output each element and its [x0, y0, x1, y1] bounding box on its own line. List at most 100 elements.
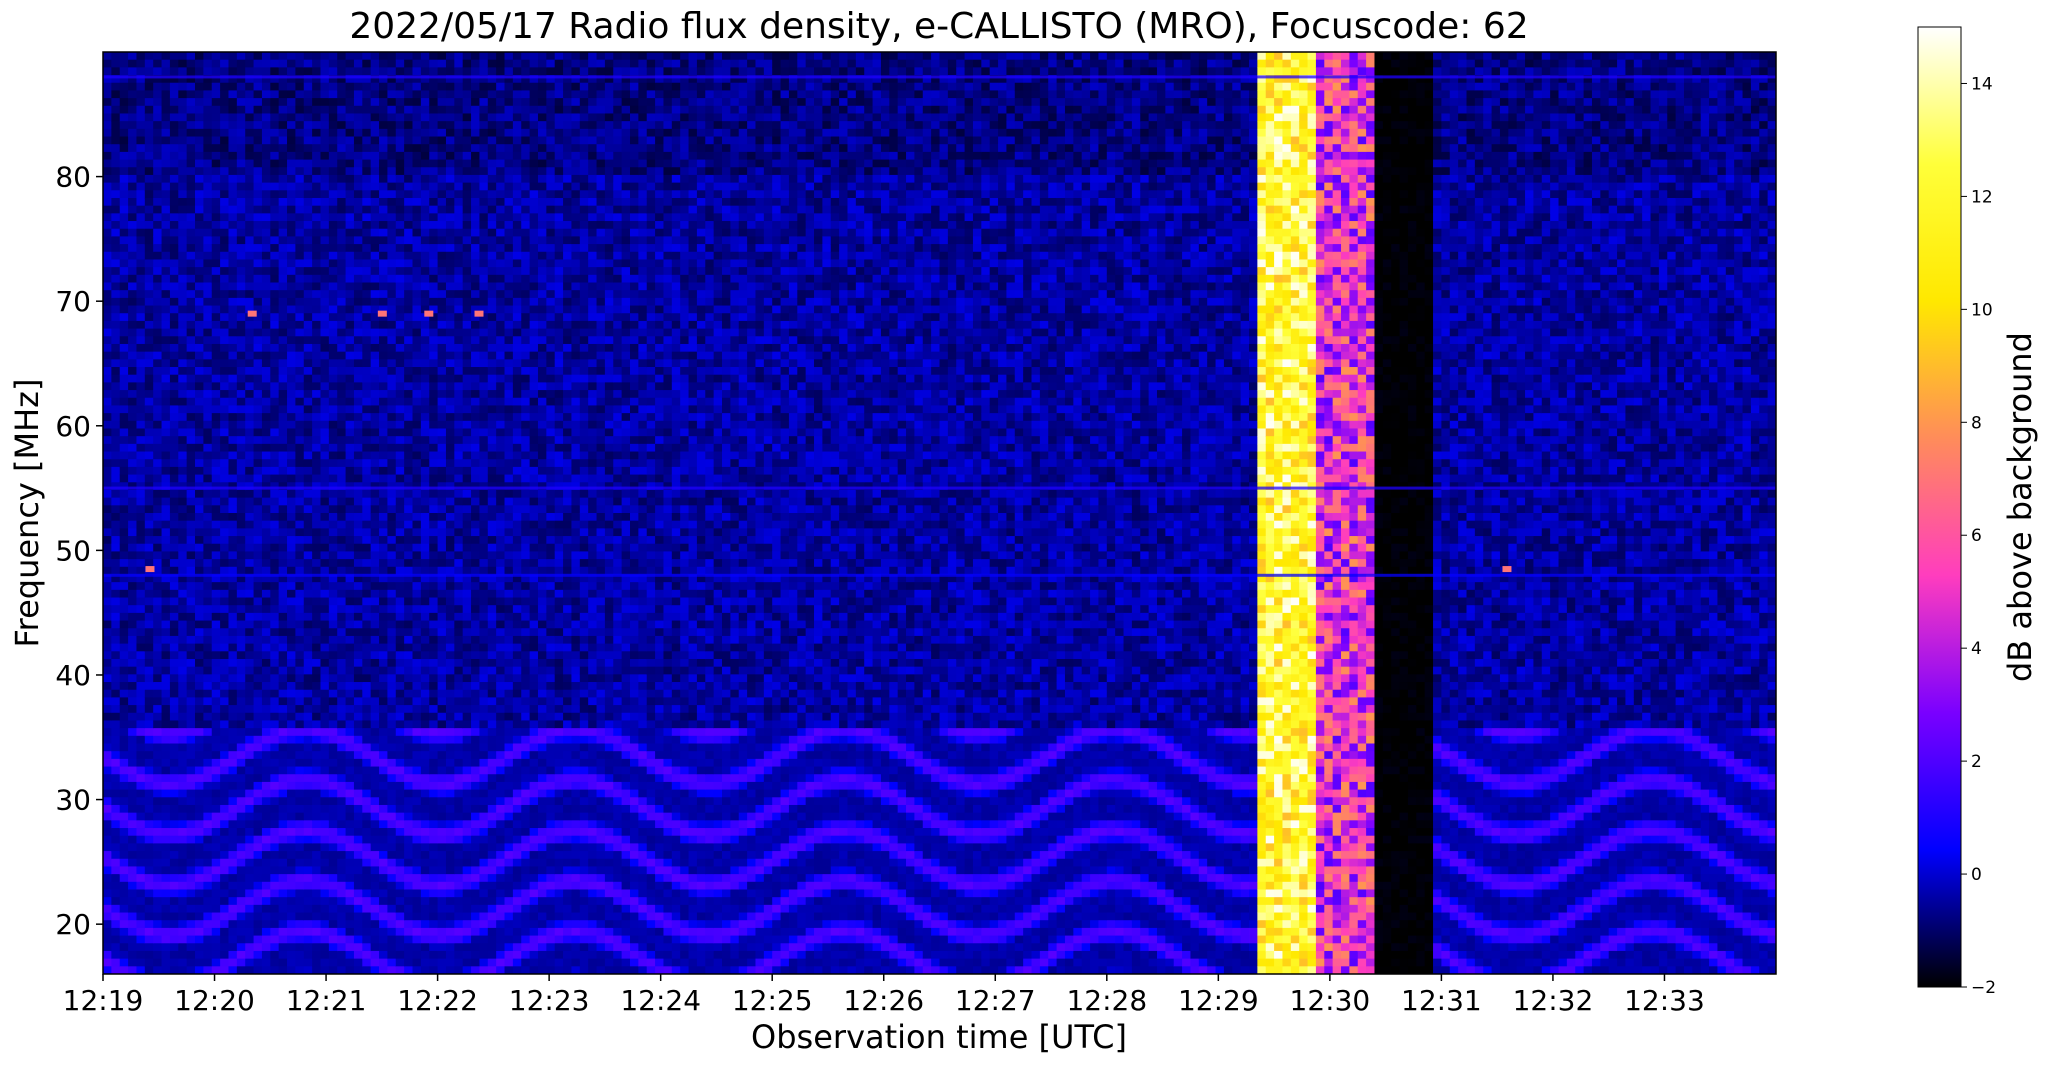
spectrogram-cell	[245, 667, 254, 675]
spectrogram-cell	[203, 175, 212, 183]
spectrogram-cell	[354, 828, 363, 836]
spectrogram-cell	[212, 836, 221, 844]
spectrogram-cell	[162, 913, 171, 921]
spectrogram-cell	[136, 536, 145, 544]
spectrogram-cell	[178, 398, 187, 406]
spectrogram-cell	[438, 544, 447, 552]
spectrogram-cell	[128, 636, 137, 644]
spectrogram-cell	[245, 674, 254, 682]
spectrogram-cell	[295, 790, 304, 798]
spectrogram-cell	[128, 490, 137, 498]
spectrogram-cell	[287, 782, 296, 790]
spectrogram-cell	[304, 667, 313, 675]
spectrogram-cell	[195, 536, 204, 544]
spectrogram-cell	[387, 390, 396, 398]
spectrogram-cell	[162, 167, 171, 175]
spectrogram-cell	[103, 590, 112, 598]
spectrogram-cell	[178, 836, 187, 844]
spectrogram-cell	[396, 744, 405, 752]
spectrogram-cell	[438, 198, 447, 206]
spectrogram-cell	[270, 137, 279, 145]
spectrogram-cell	[429, 467, 438, 475]
spectrogram-cell	[413, 129, 422, 137]
spectrogram-cell	[279, 398, 288, 406]
spectrogram-cell	[429, 897, 438, 905]
spectrogram-cell	[220, 313, 229, 321]
spectrogram-cell	[396, 613, 405, 621]
spectrogram-cell	[145, 352, 154, 360]
spectrogram-cell	[254, 521, 263, 529]
spectrogram-cell	[245, 498, 254, 506]
spectrogram-cell	[320, 751, 329, 759]
spectrogram-cell	[212, 198, 221, 206]
spectrogram-cell	[446, 229, 455, 237]
spectrogram-cell	[136, 283, 145, 291]
spectrogram-cell	[429, 528, 438, 536]
spectrogram-cell	[220, 129, 229, 137]
spectrogram-cell	[421, 452, 430, 460]
spectrogram-cell	[187, 52, 196, 60]
spectrogram-cell	[170, 83, 179, 91]
spectrogram-cell	[346, 736, 355, 744]
spectrogram-cell	[429, 659, 438, 667]
spectrogram-cell	[270, 928, 279, 936]
spectrogram-cell	[354, 137, 363, 145]
spectrogram-cell	[245, 744, 254, 752]
spectrogram-cell	[128, 175, 137, 183]
spectrogram-cell	[371, 336, 380, 344]
spectrogram-cell	[237, 436, 246, 444]
spectrogram-cell	[337, 221, 346, 229]
spectrogram-cell	[396, 375, 405, 383]
spectrogram-cell	[371, 467, 380, 475]
spectrogram-cell	[170, 598, 179, 606]
spectrogram-cell	[379, 398, 388, 406]
spectrogram-cell	[120, 951, 129, 959]
spectrogram-cell	[270, 720, 279, 728]
spectrogram-cell	[362, 444, 371, 452]
spectrogram-cell	[136, 259, 145, 267]
spectrogram-cell	[421, 90, 430, 98]
spectrogram-cell	[178, 259, 187, 267]
spectrogram-cell	[195, 359, 204, 367]
spectrogram-cell	[128, 736, 137, 744]
spectrogram-cell	[187, 160, 196, 168]
spectrogram-cell	[337, 367, 346, 375]
spectrogram-cell	[421, 244, 430, 252]
spectrogram-cell	[379, 913, 388, 921]
spectrogram-cell	[396, 113, 405, 121]
spectrogram-cell	[429, 275, 438, 283]
spectrogram-cell	[103, 951, 112, 959]
spectrogram-cell	[145, 920, 154, 928]
spectrogram-cell	[362, 690, 371, 698]
spectrogram-cell	[404, 359, 413, 367]
spectrogram-cell	[429, 521, 438, 529]
spectrogram-cell	[136, 390, 145, 398]
spectrogram-cell	[438, 682, 447, 690]
spectrogram-cell	[187, 582, 196, 590]
spectrogram-cell	[446, 375, 455, 383]
spectrogram-cell	[371, 697, 380, 705]
spectrogram-cell	[120, 736, 129, 744]
spectrogram-cell	[346, 298, 355, 306]
spectrogram-cell	[279, 782, 288, 790]
spectrogram-cell	[187, 90, 196, 98]
spectrogram-cell	[128, 820, 137, 828]
spectrogram-cell	[153, 413, 162, 421]
spectrogram-cell	[295, 236, 304, 244]
spectrogram-cell	[270, 490, 279, 498]
spectrogram-cell	[371, 897, 380, 905]
spectrogram-cell	[429, 183, 438, 191]
spectrogram-cell	[178, 336, 187, 344]
spectrogram-cell	[379, 375, 388, 383]
spectrogram-cell	[178, 851, 187, 859]
spectrogram-cell	[421, 236, 430, 244]
spectrogram-cell	[237, 290, 246, 298]
spectrogram-cell	[203, 90, 212, 98]
spectrogram-cell	[295, 375, 304, 383]
spectrogram-cell	[404, 244, 413, 252]
spectrogram-cell	[212, 859, 221, 867]
spectrogram-cell	[120, 613, 129, 621]
spectrogram-cell	[438, 113, 447, 121]
spectrogram-cell	[329, 728, 338, 736]
spectrogram-cell	[128, 913, 137, 921]
